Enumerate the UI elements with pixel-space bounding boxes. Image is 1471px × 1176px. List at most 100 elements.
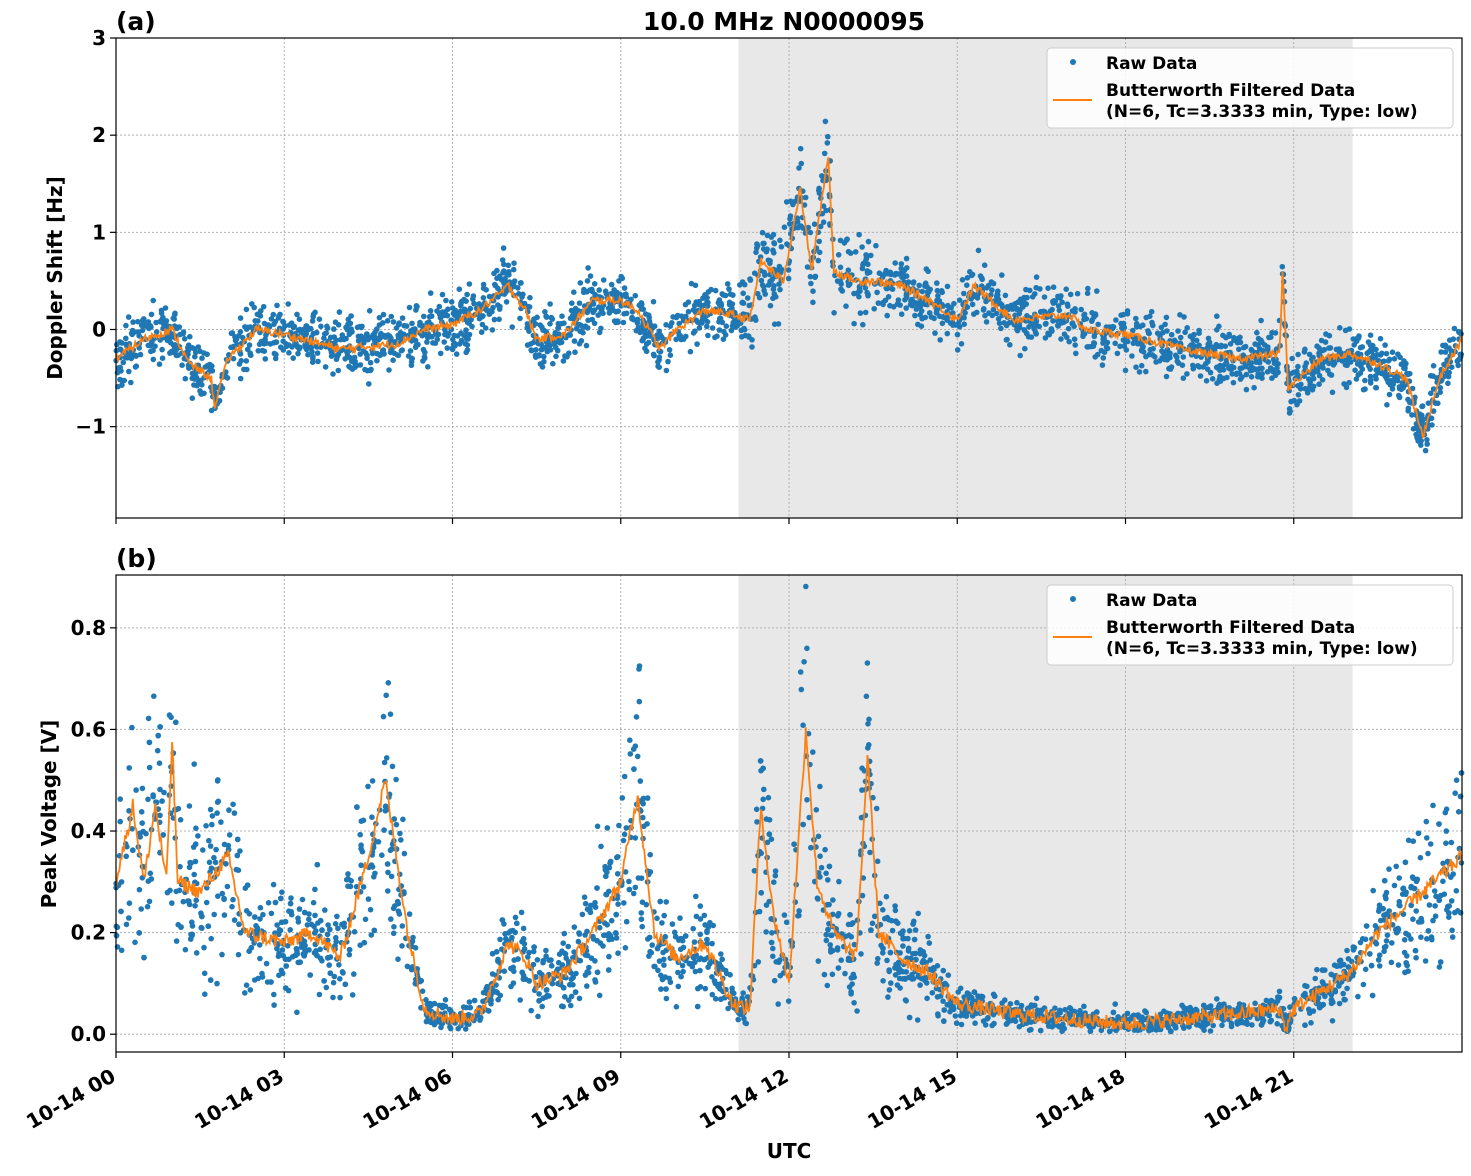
raw-point <box>801 659 807 665</box>
raw-point <box>310 354 316 360</box>
raw-point <box>1059 300 1065 306</box>
raw-point <box>1078 307 1084 313</box>
raw-point <box>136 329 142 335</box>
raw-point <box>713 288 719 294</box>
raw-point <box>441 339 447 345</box>
raw-point <box>421 314 427 320</box>
raw-point <box>149 312 155 318</box>
raw-point <box>227 832 233 838</box>
raw-point <box>561 320 567 326</box>
raw-point <box>1320 361 1326 367</box>
raw-point <box>1273 330 1279 336</box>
raw-point <box>1181 375 1187 381</box>
raw-point <box>1207 1005 1213 1011</box>
raw-point <box>129 725 135 731</box>
raw-point <box>660 977 666 983</box>
raw-point <box>283 963 289 969</box>
raw-point <box>571 289 577 295</box>
raw-point <box>996 316 1002 322</box>
raw-point <box>287 927 293 933</box>
raw-point <box>527 295 533 301</box>
raw-point <box>1184 371 1190 377</box>
raw-point <box>341 924 347 930</box>
raw-point <box>1058 336 1064 342</box>
raw-point <box>465 320 471 326</box>
raw-point <box>258 905 264 911</box>
raw-point <box>295 351 301 357</box>
raw-point <box>445 306 451 312</box>
raw-point <box>1411 426 1417 432</box>
raw-point <box>137 831 143 837</box>
raw-point <box>321 335 327 341</box>
raw-point <box>528 1008 534 1014</box>
raw-point <box>1181 354 1187 360</box>
raw-point <box>799 161 805 167</box>
raw-point <box>117 819 123 825</box>
raw-point <box>595 824 601 830</box>
raw-point <box>803 584 809 590</box>
raw-point <box>1385 932 1391 938</box>
raw-point <box>884 958 890 964</box>
raw-point <box>463 350 469 356</box>
raw-point <box>1334 963 1340 969</box>
raw-point <box>991 281 997 287</box>
raw-point <box>457 286 463 292</box>
raw-point <box>230 802 236 808</box>
raw-point <box>1315 369 1321 375</box>
raw-point <box>211 912 217 918</box>
raw-point <box>1175 328 1181 334</box>
raw-point <box>742 327 748 333</box>
raw-point <box>257 342 263 348</box>
raw-point <box>1437 389 1443 395</box>
raw-point <box>1195 363 1201 369</box>
raw-point <box>770 954 776 960</box>
raw-point <box>1358 345 1364 351</box>
raw-point <box>123 323 129 329</box>
raw-point <box>145 904 151 910</box>
raw-point <box>1051 284 1057 290</box>
raw-point <box>307 972 313 978</box>
raw-point <box>297 345 303 351</box>
raw-point <box>1037 286 1043 292</box>
raw-point <box>337 995 343 1001</box>
raw-point <box>225 884 231 890</box>
raw-point <box>1370 993 1376 999</box>
raw-point <box>1423 958 1429 964</box>
raw-point <box>836 252 842 258</box>
raw-point <box>717 301 723 307</box>
raw-point <box>772 241 778 247</box>
raw-point <box>638 778 644 784</box>
raw-point <box>1167 351 1173 357</box>
raw-point <box>391 931 397 937</box>
raw-point <box>888 980 894 986</box>
raw-point <box>810 749 816 755</box>
raw-point <box>1406 932 1412 938</box>
raw-point <box>981 307 987 313</box>
raw-point <box>1312 976 1318 982</box>
raw-point <box>1250 367 1256 373</box>
raw-point <box>531 316 537 322</box>
raw-point <box>324 324 330 330</box>
raw-point <box>851 972 857 978</box>
raw-point <box>1112 341 1118 347</box>
raw-point <box>1381 358 1387 364</box>
raw-point <box>148 871 154 877</box>
raw-point <box>368 907 374 913</box>
raw-point <box>325 932 331 938</box>
raw-point <box>450 337 456 343</box>
raw-point <box>1429 422 1435 428</box>
raw-point <box>620 795 626 801</box>
raw-point <box>1085 286 1091 292</box>
raw-point <box>313 948 319 954</box>
raw-point <box>1002 997 1008 1003</box>
y-tick-label: 0.6 <box>71 717 106 741</box>
raw-point <box>1337 325 1343 331</box>
raw-point <box>635 317 641 323</box>
raw-point <box>1244 387 1250 393</box>
raw-point <box>435 337 441 343</box>
raw-point <box>126 915 132 921</box>
raw-point <box>583 901 589 907</box>
raw-point <box>959 341 965 347</box>
raw-point <box>752 314 758 320</box>
raw-point <box>459 338 465 344</box>
